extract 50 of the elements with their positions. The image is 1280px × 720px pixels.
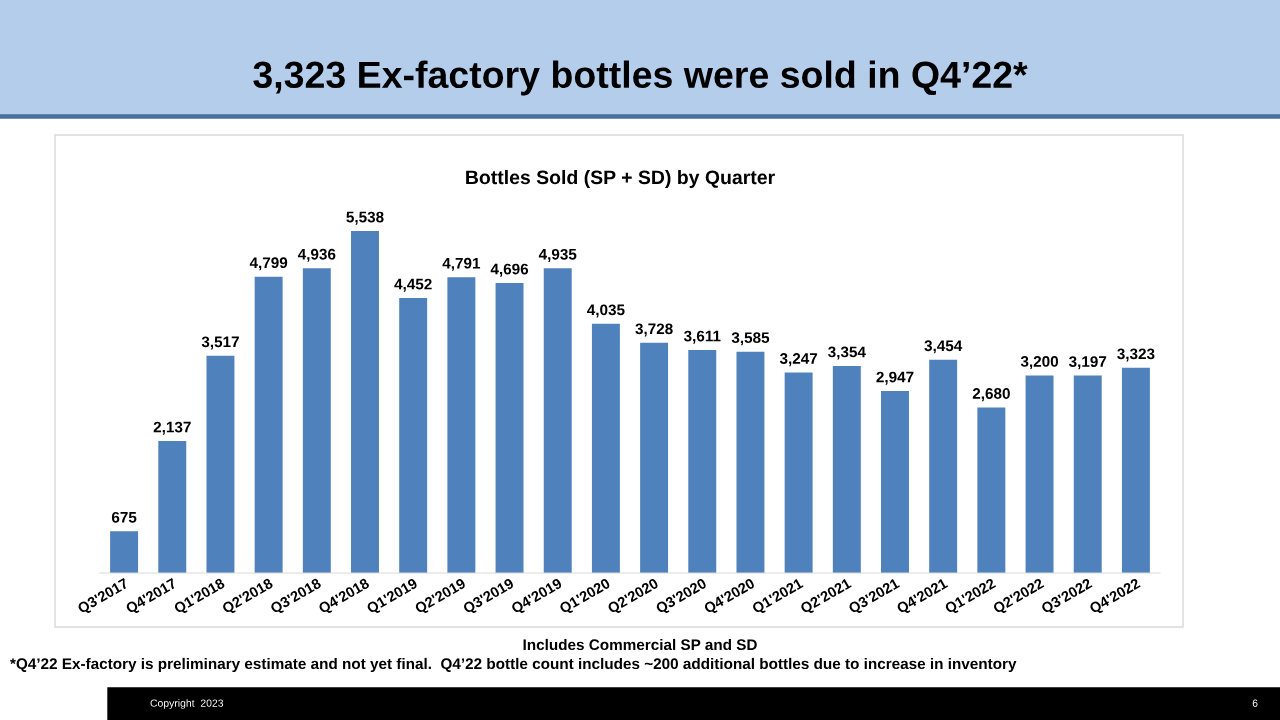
bar	[640, 342, 669, 573]
bar	[447, 277, 476, 573]
data-label: 3,354	[828, 346, 866, 360]
data-label: 3,611	[683, 330, 721, 344]
text: Includes Commercial SP and SD	[523, 638, 757, 651]
bar	[495, 283, 524, 573]
bar	[302, 268, 331, 573]
data-label: 4,791	[442, 257, 481, 271]
bar	[254, 276, 283, 573]
data-label: 3,728	[635, 323, 673, 337]
data-label: 3,197	[1068, 356, 1107, 370]
data-label: 2,947	[876, 371, 914, 385]
text: *Q4’22 Ex-factory is preliminary estimate and not yet final. Q4’22 bottle count includes ~200 additional bottles due to increase in inventory	[10, 657, 1017, 673]
data-label: 3,585	[731, 332, 770, 346]
text: Copyright 2023	[150, 699, 224, 709]
text: 6	[1252, 699, 1258, 707]
bar	[688, 350, 717, 573]
data-label: 4,799	[249, 257, 288, 271]
data-label: 3,517	[201, 336, 239, 350]
bar	[881, 391, 909, 573]
chart-subtitle: Bottles Sold (SP + SD) by Quarter	[466, 169, 775, 189]
data-label: 3,323	[1117, 348, 1155, 362]
bar	[110, 531, 139, 573]
data-label: 2,137	[153, 421, 191, 435]
bar	[543, 268, 572, 573]
bar	[206, 355, 235, 573]
bar	[351, 231, 379, 573]
data-label: 4,936	[297, 248, 336, 262]
data-label: 3,247	[779, 353, 818, 367]
data-label: 4,035	[587, 304, 625, 318]
bar	[1073, 375, 1102, 573]
bar	[399, 298, 428, 573]
bar	[784, 372, 813, 573]
bar	[591, 323, 620, 573]
bar	[929, 359, 958, 573]
data-label: 3,454	[924, 340, 963, 354]
bar	[1025, 375, 1054, 573]
bar	[977, 407, 1006, 573]
data-label: 4,452	[394, 278, 432, 292]
data-label: 2,680	[972, 388, 1010, 402]
data-label: 675	[111, 511, 137, 523]
bar	[736, 351, 765, 573]
data-label: 4,935	[538, 248, 577, 262]
bar	[832, 365, 861, 573]
data-label: 3,200	[1020, 356, 1059, 370]
bar	[158, 441, 187, 573]
chart-title: 3,323 Ex-factory bottles were sold in Q4’22*	[253, 60, 1028, 96]
data-label: 4,696	[490, 263, 529, 277]
data-label: 5,538	[346, 211, 384, 225]
bar	[1121, 367, 1150, 573]
